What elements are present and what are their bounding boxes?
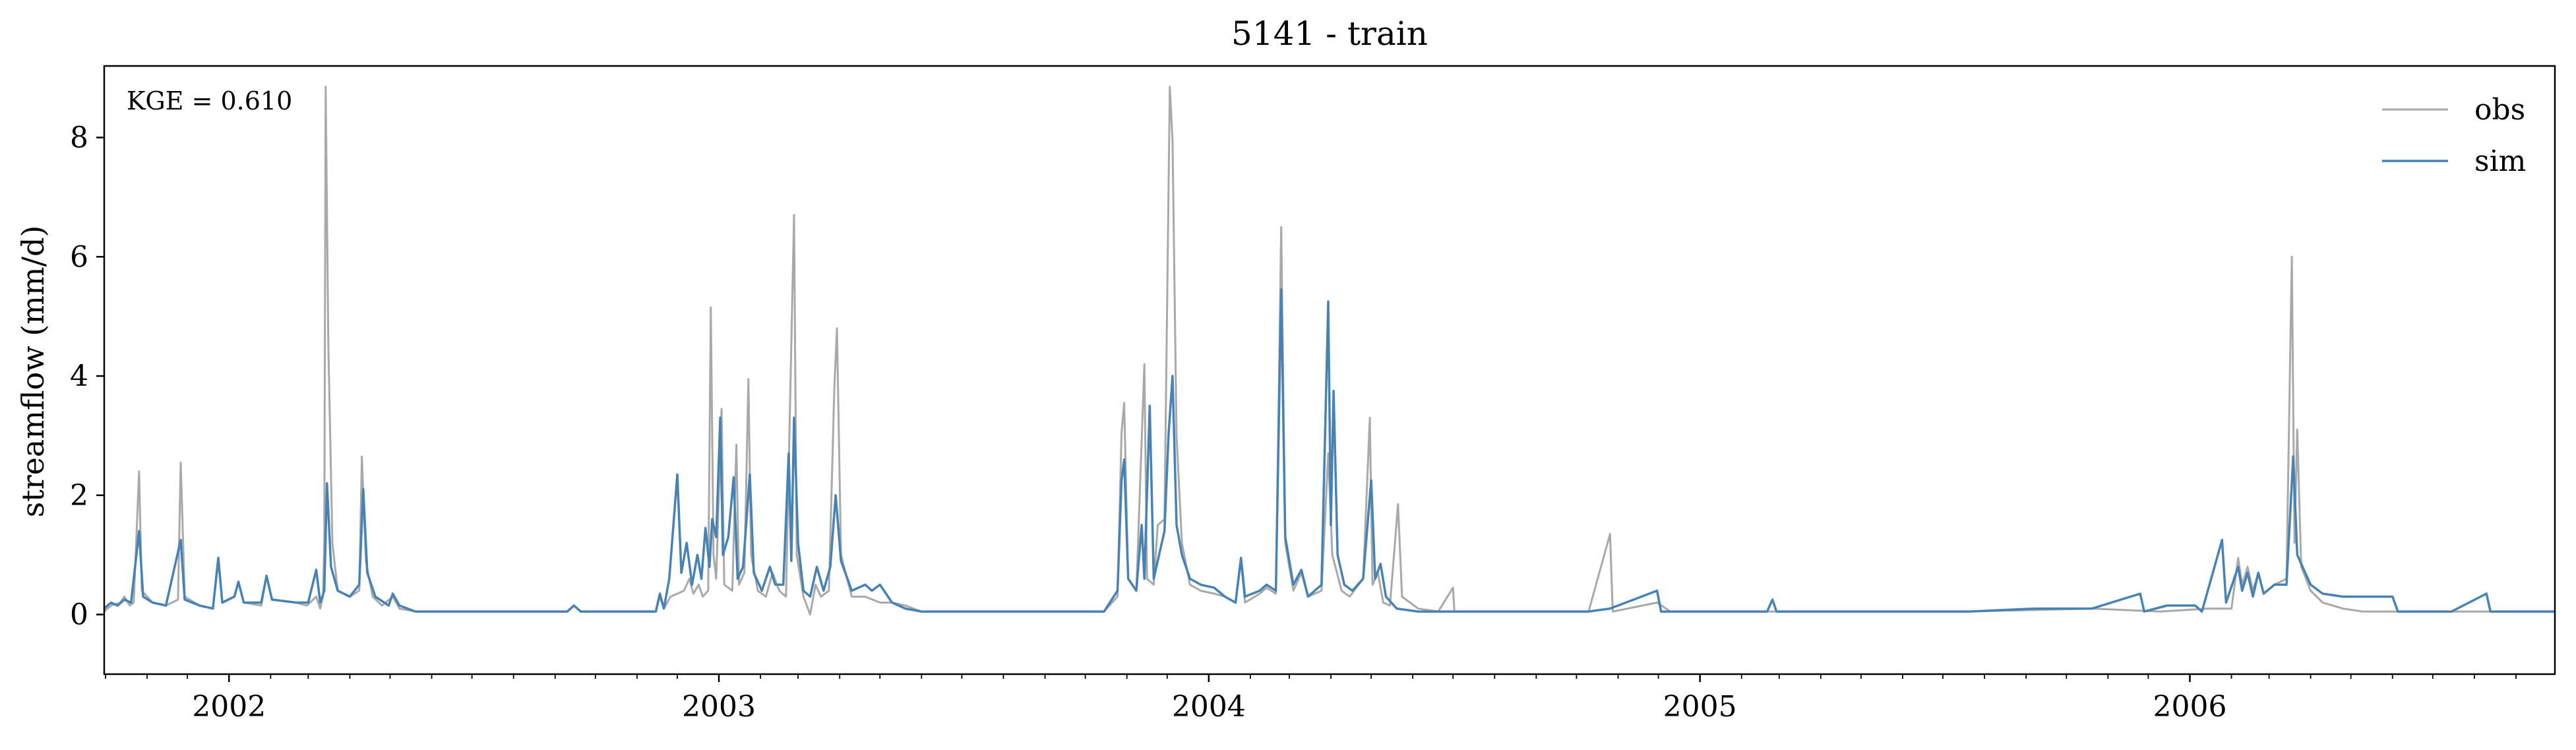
chart-title: 5141 - train — [1231, 15, 1428, 53]
series-line-sim — [103, 288, 2555, 613]
y-tick-label: 8 — [70, 121, 88, 154]
y-tick-label: 2 — [70, 479, 88, 513]
y-tick-label: 6 — [70, 240, 88, 274]
legend: obs sim — [2382, 93, 2526, 178]
legend-label-obs: obs — [2474, 93, 2525, 127]
x-tick-label: 2004 — [1172, 690, 1246, 724]
y-axis-label: streamflow (mm/d) — [15, 226, 51, 518]
y-tick-label: 0 — [70, 598, 88, 632]
plot-frame — [103, 65, 2556, 675]
kge-annotation: KGE = 0.610 — [127, 86, 292, 115]
x-tick-label: 2003 — [682, 690, 756, 724]
x-tick-label: 2006 — [2153, 690, 2226, 724]
x-tick-label: 2005 — [1663, 690, 1737, 724]
legend-label-sim: sim — [2474, 144, 2526, 178]
series-line-obs — [104, 86, 2555, 616]
x-tick-label: 2002 — [192, 690, 266, 724]
plot-area — [103, 86, 2555, 616]
axes: 0 2 4 6 8 2002 2003 2004 2005 2006 — [70, 121, 2517, 724]
y-tick-label: 4 — [70, 359, 88, 393]
